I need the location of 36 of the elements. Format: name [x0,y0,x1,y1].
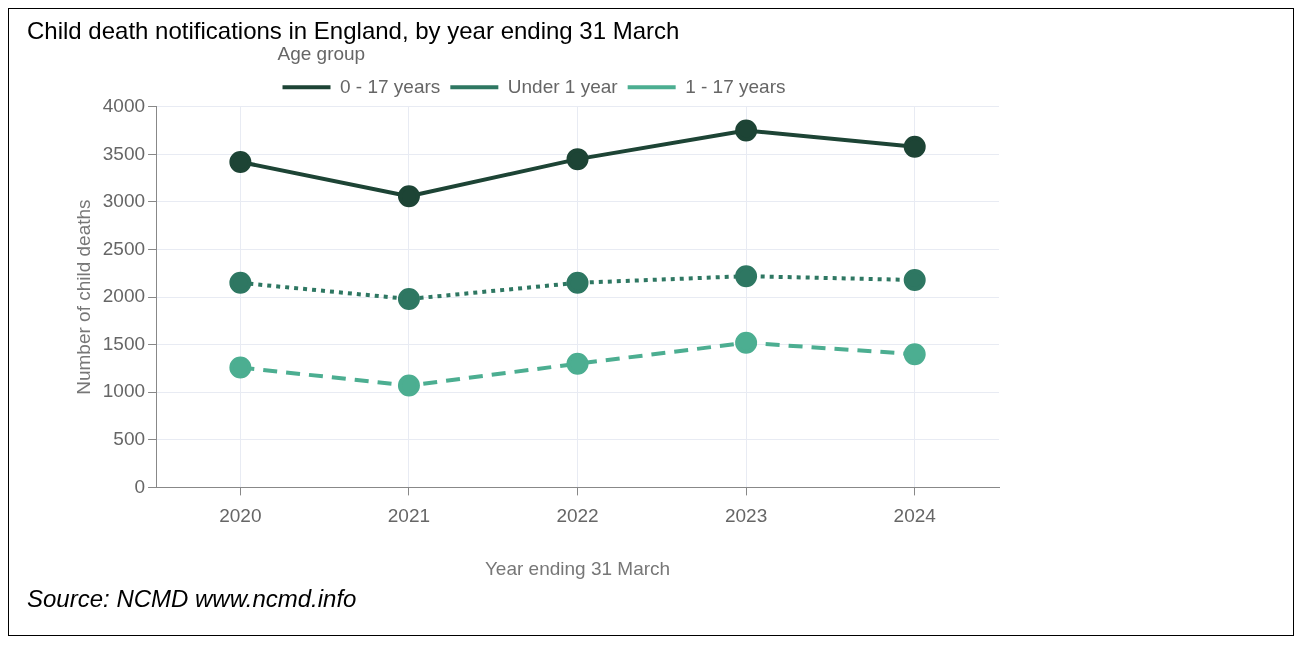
point [735,119,758,142]
point [397,185,420,208]
y-tick-label: 3500 [102,142,146,164]
legend-label: Under 1 year [507,75,619,97]
point [566,352,589,375]
y-axis-title: Number of child deaths [72,199,94,395]
point [566,271,589,294]
y-tick-label: 2000 [102,285,146,307]
point [397,374,420,397]
point [903,343,926,366]
legend-label: 1 - 17 years [685,75,786,97]
x-tick-label: 2021 [387,505,431,527]
x-tick-label: 2022 [556,505,599,527]
point [903,268,926,291]
point [229,150,252,173]
legend-label: 0 - 17 years [340,75,441,97]
point [903,135,926,158]
point [735,331,758,354]
y-tick-label: 0 [134,475,146,497]
x-tick-label: 2020 [219,505,262,527]
x-tick-label: 2024 [893,505,937,527]
point [735,265,758,288]
x-axis-title: Year ending 31 March [484,557,671,579]
point [229,271,252,294]
y-tick-label: 500 [113,428,146,450]
source-note: Source: NCMD www.ncmd.info [26,585,358,613]
y-tick-label: 1000 [102,380,146,402]
y-tick-label: 1500 [102,332,146,354]
y-tick-label: 4000 [102,95,146,117]
y-tick-label: 3000 [102,190,146,212]
point [566,148,589,171]
y-tick-label: 2500 [102,237,146,259]
point [229,356,252,379]
chart-title: Child death notifications in England, by year ending 31 March [26,16,681,45]
x-tick-label: 2023 [724,505,768,527]
point [397,288,420,310]
